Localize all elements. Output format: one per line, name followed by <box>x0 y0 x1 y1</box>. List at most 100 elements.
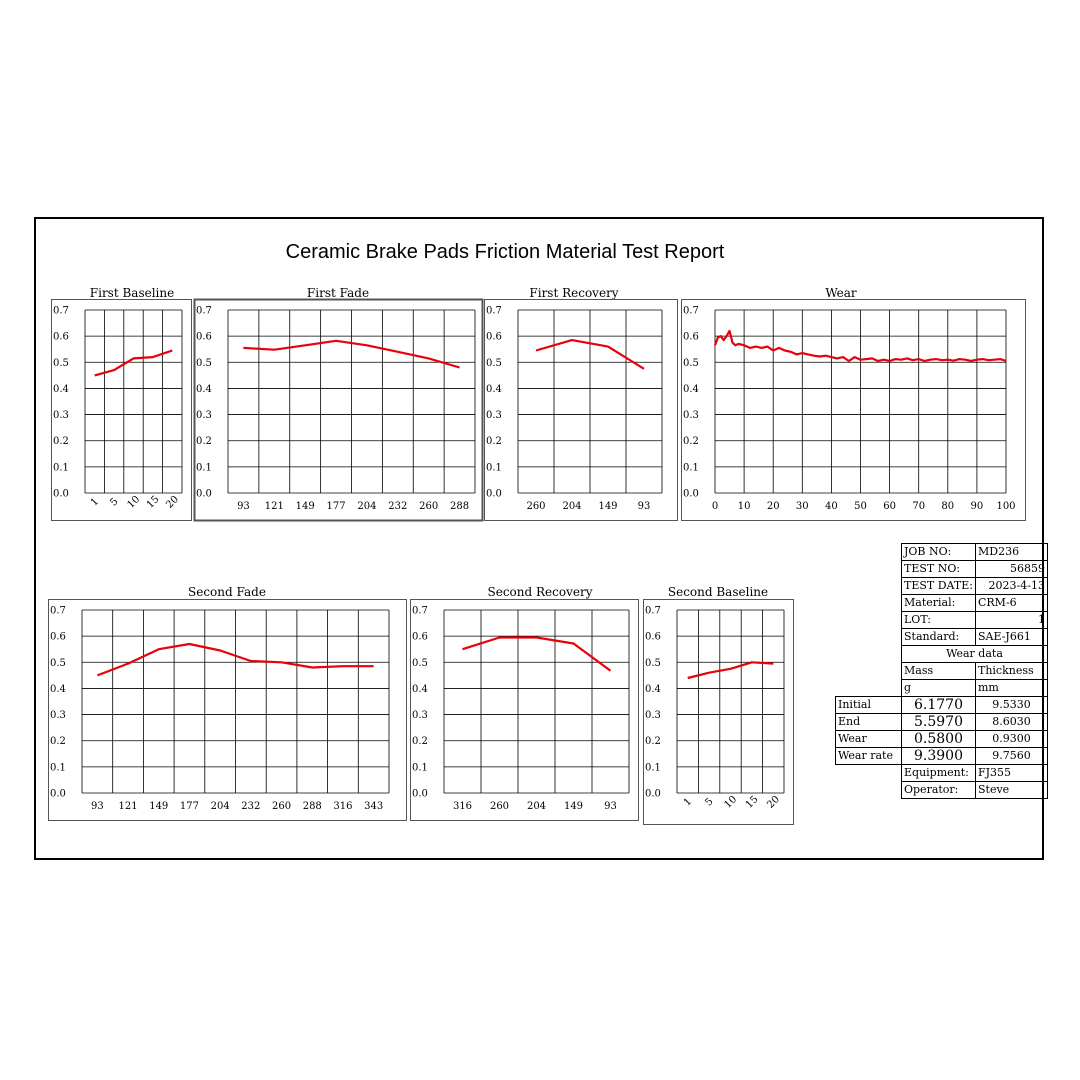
lot-label: LOT: <box>901 611 976 629</box>
y-tick-label: 0.5 <box>50 658 66 669</box>
row-label: Wear <box>835 730 902 748</box>
series-line <box>462 636 612 672</box>
test-no-value: 56859 <box>974 560 1048 578</box>
chart-frame <box>410 599 639 821</box>
chart-second-recovery: 0.0 0.1 0.2 0.3 0.4 0.5 0.6 0.7 316 260 204 149 93 <box>410 599 639 821</box>
standard-value: SAE-J661 <box>974 628 1048 646</box>
row-label: End <box>835 713 902 731</box>
y-tick-label: 0.2 <box>50 736 66 747</box>
x-tick-label: 10 <box>722 794 739 811</box>
chart-frame <box>51 299 192 521</box>
report-frame <box>34 217 1044 860</box>
x-tick-label: 20 <box>164 494 181 511</box>
series-line <box>687 661 774 680</box>
y-tick-label: 0.5 <box>412 658 428 669</box>
report-title: Ceramic Brake Pads Friction Material Tes… <box>285 241 725 263</box>
series-line <box>97 642 374 677</box>
y-tick-label: 0.7 <box>412 606 428 617</box>
chart-frame <box>484 299 678 521</box>
y-tick-label: 0.7 <box>645 606 661 617</box>
y-tick-label: 0.7 <box>50 606 66 617</box>
mass-unit: g <box>901 679 976 697</box>
y-tick-label: 0.1 <box>645 762 661 773</box>
x-tick-label: 316 <box>453 801 472 812</box>
x-tick-label: 70 <box>912 501 925 512</box>
y-tick-label: 0.0 <box>50 789 66 800</box>
x-tick-label: 149 <box>564 801 583 812</box>
x-tick-label: 177 <box>180 801 199 812</box>
chart-title-second-recovery: Second Recovery <box>487 585 593 599</box>
x-tick-label: 177 <box>327 501 346 512</box>
chart-title-first-baseline: First Baseline <box>89 286 175 300</box>
x-tick-label: 288 <box>303 801 322 812</box>
thickness-value: 9.5330 <box>974 696 1048 714</box>
series-line <box>535 339 645 370</box>
x-tick-label: 121 <box>265 501 284 512</box>
material-value: CRM-6 <box>974 594 1048 612</box>
x-tick-label: 316 <box>333 801 352 812</box>
y-tick-label: 0.3 <box>50 710 66 721</box>
x-tick-label: 93 <box>237 501 250 512</box>
y-tick-label: 0.1 <box>53 462 69 473</box>
x-tick-label: 5 <box>108 496 120 508</box>
x-tick-label: 288 <box>450 501 469 512</box>
y-tick-label: 0.6 <box>50 632 66 643</box>
y-tick-label: 0.6 <box>412 632 428 643</box>
x-tick-label: 50 <box>854 501 867 512</box>
y-tick-label: 0.2 <box>53 436 69 447</box>
x-tick-label: 204 <box>562 501 581 512</box>
material-label: Material: <box>901 594 976 612</box>
x-tick-label: 204 <box>211 801 230 812</box>
x-tick-label: 93 <box>638 501 651 512</box>
y-tick-label: 0.1 <box>196 462 212 473</box>
x-tick-label: 93 <box>604 801 617 812</box>
y-tick-label: 0.2 <box>412 736 428 747</box>
y-tick-label: 0.3 <box>683 410 699 421</box>
y-tick-label: 0.4 <box>196 384 212 395</box>
mass-value: 9.3900 <box>901 747 976 765</box>
y-tick-label: 0.5 <box>196 358 212 369</box>
chart-second-fade: 0.0 0.1 0.2 0.3 0.4 0.5 0.6 0.7 93 121 149 177 204 23… <box>48 599 407 821</box>
y-tick-label: 0.3 <box>53 410 69 421</box>
y-tick-label: 0.5 <box>645 658 661 669</box>
chart-title-second-baseline: Second Baseline <box>667 585 769 599</box>
x-tick-label: 232 <box>241 801 260 812</box>
x-tick-label: 15 <box>145 494 162 511</box>
chart-title-second-fade: Second Fade <box>188 585 266 599</box>
y-tick-label: 0.4 <box>50 684 66 695</box>
x-tick-label: 260 <box>526 501 545 512</box>
series-line <box>94 349 173 377</box>
x-tick-label: 204 <box>357 501 376 512</box>
y-tick-label: 0.5 <box>683 358 699 369</box>
x-tick-label: 80 <box>941 501 954 512</box>
y-tick-label: 0.1 <box>412 762 428 773</box>
y-tick-label: 0.7 <box>486 306 502 317</box>
y-tick-label: 0.3 <box>486 410 502 421</box>
series-line <box>713 329 1007 363</box>
x-tick-label: 260 <box>490 801 509 812</box>
y-tick-label: 0.3 <box>645 710 661 721</box>
chart-frame <box>643 599 794 825</box>
y-tick-label: 0.6 <box>486 332 502 343</box>
test-no-label: TEST NO: <box>901 560 976 578</box>
y-tick-label: 0.5 <box>486 358 502 369</box>
y-tick-label: 0.2 <box>683 436 699 447</box>
thickness-label: Thickness <box>974 662 1048 680</box>
x-tick-label: 149 <box>296 501 315 512</box>
y-tick-label: 0.0 <box>196 489 212 500</box>
chart-second-baseline: 0.00.10.20.30.40.50.60.71 5 10 15 20 <box>643 599 794 825</box>
chart-first-baseline: 0.00.10.20.30.40.50.60.71 5 10 15 20 <box>51 299 192 521</box>
thickness-value: 9.7560 <box>974 747 1048 765</box>
y-tick-label: 0.6 <box>683 332 699 343</box>
x-tick-label: 15 <box>744 794 761 811</box>
thickness-value: 0.9300 <box>974 730 1048 748</box>
x-tick-label: 10 <box>738 501 751 512</box>
mass-label: Mass <box>901 662 976 680</box>
lot-value: 1 <box>974 611 1048 629</box>
equipment-label: Equipment: <box>901 764 976 782</box>
test-date-value: 2023-4-13 <box>974 577 1048 595</box>
standard-label: Standard: <box>901 628 976 646</box>
y-tick-label: 0.0 <box>683 489 699 500</box>
row-label: Wear rate <box>835 747 902 765</box>
x-tick-label: 40 <box>825 501 838 512</box>
